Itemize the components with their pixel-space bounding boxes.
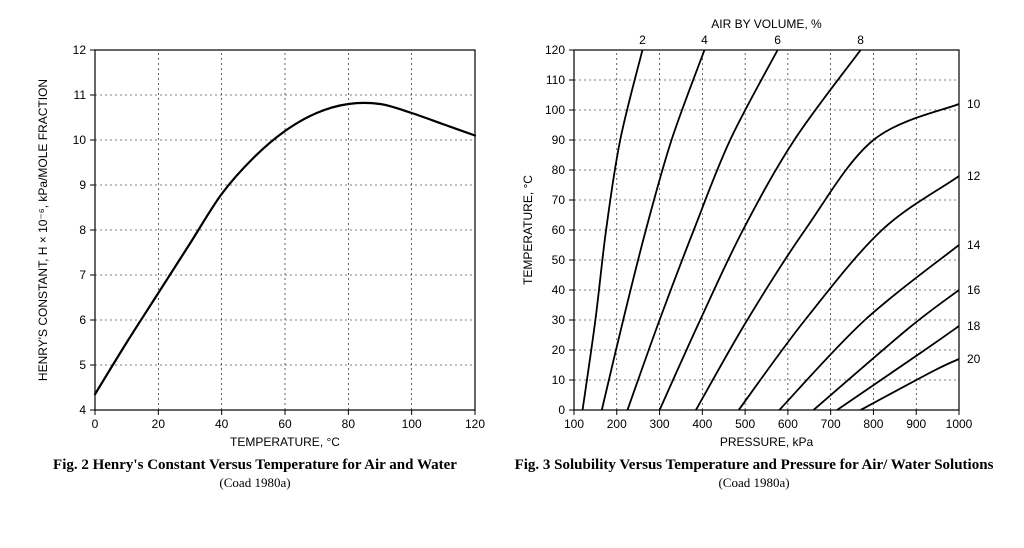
svg-text:8: 8	[79, 223, 86, 237]
svg-text:11: 11	[74, 88, 87, 102]
svg-text:120: 120	[465, 417, 485, 431]
svg-text:600: 600	[778, 417, 798, 431]
svg-text:9: 9	[79, 178, 86, 192]
svg-text:110: 110	[546, 73, 565, 87]
svg-text:40: 40	[552, 283, 566, 297]
figure-2-chart: 0 20 40 60 80 100 120 4 5 6 7 8 9 10 11 12 TEMPERATURE, …	[20, 10, 490, 450]
svg-text:12: 12	[967, 169, 981, 183]
svg-text:50: 50	[552, 253, 566, 267]
svg-text:PRESSURE, kPa: PRESSURE, kPa	[720, 435, 814, 449]
svg-text:0: 0	[92, 417, 99, 431]
svg-text:500: 500	[735, 417, 755, 431]
svg-text:10: 10	[73, 133, 87, 147]
svg-text:10: 10	[967, 97, 981, 111]
svg-text:20: 20	[552, 343, 566, 357]
page: 020406080100120456789101112TEMPERATURE, …	[0, 0, 1024, 548]
svg-text:60: 60	[552, 223, 566, 237]
svg-text:18: 18	[967, 319, 981, 333]
svg-text:2: 2	[639, 33, 646, 47]
svg-text:80: 80	[342, 417, 356, 431]
figure-2-title: Fig. 2 Henry's Constant Versus Temperatu…	[53, 456, 457, 475]
figure-2-caption: Fig. 2 Henry's Constant Versus Temperatu…	[53, 456, 457, 491]
svg-text:0: 0	[558, 403, 565, 417]
svg-text:40: 40	[215, 417, 229, 431]
svg-text:6: 6	[79, 313, 86, 327]
svg-text:14: 14	[967, 238, 981, 252]
figure-3-title: Fig. 3 Solubility Versus Temperature and…	[515, 456, 994, 475]
svg-text:700: 700	[821, 417, 841, 431]
svg-text:6: 6	[774, 33, 781, 47]
svg-text:300: 300	[650, 417, 670, 431]
svg-text:4: 4	[701, 33, 708, 47]
svg-text:60: 60	[278, 417, 292, 431]
svg-text:1000: 1000	[946, 417, 973, 431]
svg-text:90: 90	[552, 133, 566, 147]
svg-text:7: 7	[79, 268, 86, 282]
figure-2-source: (Coad 1980a)	[53, 475, 457, 491]
figure-3-caption: Fig. 3 Solubility Versus Temperature and…	[515, 456, 994, 491]
svg-text:TEMPERATURE, °C: TEMPERATURE, °C	[230, 435, 340, 449]
svg-text:80: 80	[552, 163, 566, 177]
svg-text:10: 10	[552, 373, 566, 387]
figure-2-panel: 0 20 40 60 80 100 120 4 5 6 7 8 9 10 11 12 TEMPERATURE, …	[20, 10, 490, 491]
svg-text:8: 8	[857, 33, 864, 47]
svg-text:70: 70	[552, 193, 566, 207]
svg-text:100: 100	[564, 417, 584, 431]
svg-text:HENRY'S CONSTANT, H × 10⁻⁶, kP: HENRY'S CONSTANT, H × 10⁻⁶, kPa/MOLE FRA…	[36, 79, 50, 381]
svg-text:30: 30	[552, 313, 566, 327]
svg-text:100: 100	[402, 417, 422, 431]
svg-text:20: 20	[967, 352, 981, 366]
figure-3-chart: 100 200 300 400 500 600 700 800 900 1000 0 10 20 30 40…	[504, 10, 1004, 450]
svg-text:400: 400	[692, 417, 712, 431]
svg-text:TEMPERATURE, °C: TEMPERATURE, °C	[521, 175, 535, 285]
svg-text:AIR BY VOLUME, %: AIR BY VOLUME, %	[711, 17, 822, 31]
svg-text:120: 120	[545, 43, 565, 57]
svg-text:4: 4	[79, 403, 86, 417]
svg-text:5: 5	[79, 358, 86, 372]
svg-text:16: 16	[967, 283, 981, 297]
svg-text:12: 12	[73, 43, 87, 57]
figure-3-panel: 100 200 300 400 500 600 700 800 900 1000 0 10 20 30 40…	[504, 10, 1004, 491]
svg-text:800: 800	[863, 417, 883, 431]
svg-text:900: 900	[906, 417, 926, 431]
svg-text:200: 200	[607, 417, 627, 431]
figure-3-source: (Coad 1980a)	[515, 475, 994, 491]
svg-text:20: 20	[152, 417, 166, 431]
svg-text:100: 100	[545, 103, 565, 117]
